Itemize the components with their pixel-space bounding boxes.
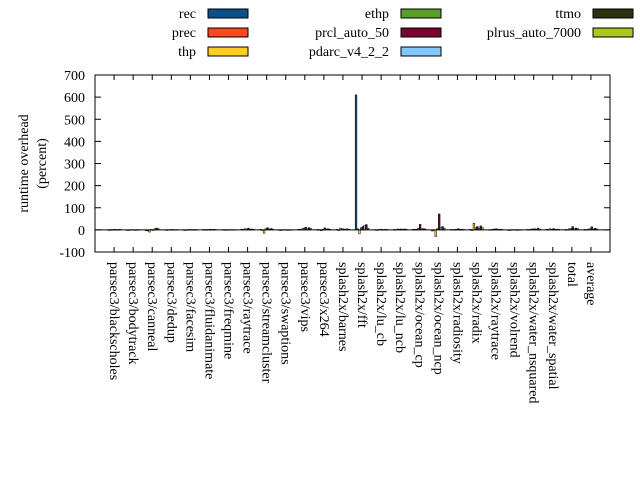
x-tick-label: splash2x/ocean_cp bbox=[411, 262, 426, 368]
x-tick-label: parsec3/x264 bbox=[316, 262, 331, 337]
legend-label-prcl_auto_50: prcl_auto_50 bbox=[315, 26, 389, 41]
y-tick-label: 600 bbox=[64, 91, 85, 106]
x-tick-label: parsec3/facesim bbox=[182, 262, 197, 352]
x-tick-label: parsec3/vips bbox=[297, 262, 312, 332]
legend-label-thp: thp bbox=[178, 45, 196, 60]
x-tick-label: average bbox=[583, 262, 598, 306]
bar-ttmo-splash2x-radix bbox=[479, 225, 482, 231]
legend-swatch-rec bbox=[207, 8, 249, 19]
x-tick-label: splash2x/lu_ncb bbox=[392, 262, 407, 353]
x-tick-label: splash2x/volrend bbox=[507, 262, 522, 358]
legend-swatch-pdarc_v4_2_2 bbox=[400, 46, 442, 57]
legend-label-pdarc_v4_2_2: pdarc_v4_2_2 bbox=[309, 45, 389, 60]
y-tick-label: 500 bbox=[64, 113, 85, 128]
x-tick-label: parsec3/raytrace bbox=[240, 262, 255, 354]
y-tick-label: 400 bbox=[64, 135, 85, 150]
x-tick-label: splash2x/ocean_ncp bbox=[430, 262, 445, 375]
x-tick-label: splash2x/radiosity bbox=[449, 262, 464, 364]
x-tick-label: splash2x/radix bbox=[468, 262, 483, 344]
x-tick-label: splash2x/water_nsquared bbox=[526, 262, 541, 404]
y-tick-label: -100 bbox=[59, 246, 85, 261]
x-tick-label: parsec3/swaptions bbox=[278, 262, 293, 365]
x-tick-label: splash2x/lu_cb bbox=[373, 262, 388, 346]
bar-thp-splash2x-fft bbox=[358, 229, 361, 235]
x-tick-label: total bbox=[564, 262, 579, 287]
bar-prcl_auto_50-splash2x-ocean-cp bbox=[419, 224, 422, 231]
bar-pdarc_v4_2_2-splash2x-fft bbox=[363, 225, 366, 231]
y-axis-title-line-1: runtime overhead bbox=[17, 114, 32, 212]
y-tick-label: 300 bbox=[64, 158, 85, 173]
y-tick-label: 100 bbox=[64, 202, 85, 217]
y-tick-label: 700 bbox=[64, 69, 85, 84]
x-tick-label: splash2x/raytrace bbox=[488, 262, 503, 360]
x-tick-label: parsec3/freqmine bbox=[221, 262, 236, 359]
x-tick-label: splash2x/barnes bbox=[335, 262, 350, 351]
bar-prcl_auto_50-splash2x-ocean-ncp bbox=[438, 213, 441, 231]
legend-label-plrus_auto_7000: plrus_auto_7000 bbox=[487, 26, 581, 41]
legend-swatch-prcl_auto_50 bbox=[400, 27, 442, 38]
y-tick-label: 200 bbox=[64, 180, 85, 195]
legend-swatch-plrus_auto_7000 bbox=[592, 27, 634, 38]
bar-rec-splash2x-fft bbox=[354, 94, 358, 231]
x-tick-label: parsec3/fluidanimate bbox=[201, 262, 216, 379]
plot-frame bbox=[94, 74, 611, 253]
legend-swatch-ethp bbox=[400, 8, 442, 19]
bar-thp-splash2x-radix bbox=[472, 222, 476, 231]
x-tick-label: parsec3/blackscholes bbox=[106, 262, 121, 380]
x-tick-label: parsec3/dedup bbox=[163, 262, 178, 343]
legend-swatch-thp bbox=[207, 46, 249, 57]
y-axis-title-line-2: (percent) bbox=[35, 138, 50, 189]
x-tick-label: splash2x/water_spatial bbox=[545, 262, 560, 390]
y-tick-label: 0 bbox=[78, 224, 85, 239]
legend-label-rec: rec bbox=[179, 7, 196, 22]
legend-label-prec: prec bbox=[172, 26, 196, 41]
legend-label-ttmo: ttmo bbox=[555, 7, 581, 22]
legend-swatch-ttmo bbox=[592, 8, 634, 19]
bar-thp-splash2x-ocean-ncp bbox=[434, 229, 437, 237]
bar-ttmo-splash2x-fft bbox=[365, 224, 368, 231]
x-tick-label: parsec3/canneal bbox=[144, 262, 159, 351]
legend-swatch-prec bbox=[207, 27, 249, 38]
legend-label-ethp: ethp bbox=[365, 7, 389, 22]
x-tick-label: splash2x/fft bbox=[354, 262, 369, 328]
x-tick-label: parsec3/streamcluster bbox=[259, 262, 274, 384]
x-tick-label: parsec3/bodytrack bbox=[125, 262, 140, 365]
